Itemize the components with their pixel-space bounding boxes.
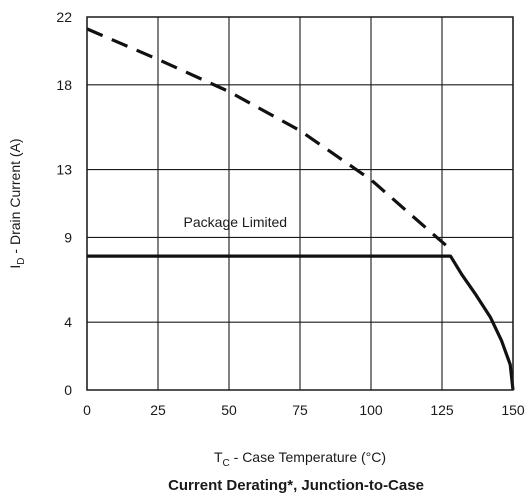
x-axis-label: TC - Case Temperature (°C) — [214, 449, 386, 469]
annotation-package-limited: Package Limited — [184, 214, 288, 230]
y-tick-label-0: 0 — [64, 382, 72, 398]
x-tick-label-125: 125 — [430, 402, 454, 418]
tick-labels: 0 25 50 75 100 125 150 0 4 9 13 18 22 — [56, 9, 524, 418]
x-tick-label-100: 100 — [359, 402, 383, 418]
x-tick-label-0: 0 — [83, 402, 91, 418]
y-tick-label-4: 4 — [64, 314, 72, 330]
x-tick-label-50: 50 — [221, 402, 237, 418]
series-line-dashed — [86, 27, 452, 251]
y-tick-label-9: 9 — [64, 229, 72, 245]
x-tick-label-75: 75 — [292, 402, 308, 418]
plot-frame — [86, 16, 514, 391]
chart-grid — [86, 16, 514, 391]
y-tick-label-22: 22 — [56, 9, 72, 25]
chart-series — [86, 27, 515, 391]
chart-title: Current Derating*, Junction-to-Case — [168, 477, 424, 494]
y-tick-label-18: 18 — [56, 77, 72, 93]
y-axis-label: ID - Drain Current (A) — [7, 138, 27, 268]
series-line-solid — [87, 254, 515, 391]
x-tick-label-25: 25 — [150, 402, 166, 418]
x-tick-label-150: 150 — [501, 402, 525, 418]
y-tick-label-13: 13 — [56, 162, 72, 178]
